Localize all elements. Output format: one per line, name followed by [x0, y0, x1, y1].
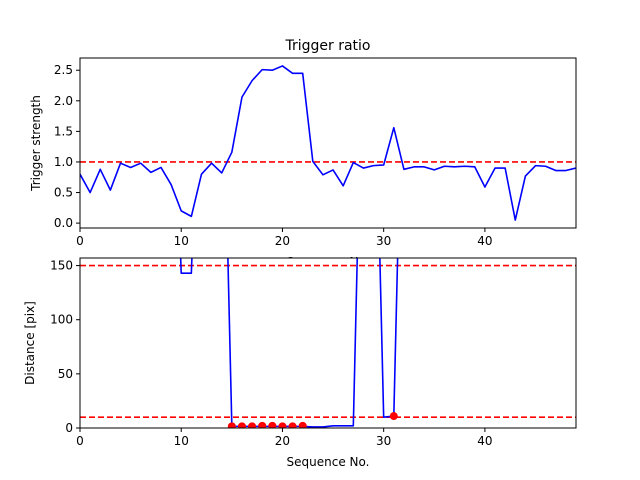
plot-area-bottom [80, 258, 576, 428]
data-point-marker [389, 412, 398, 421]
chart-title: Trigger ratio [284, 38, 370, 54]
x-tick-label-top: 10 [174, 234, 189, 248]
y-tick-label-bottom: 100 [50, 313, 73, 327]
axes-frame-top [79, 57, 577, 229]
x-tick-label-top: 0 [76, 234, 84, 248]
data-point-marker [298, 421, 307, 428]
y-tick-label-bottom: 150 [50, 259, 73, 273]
data-point-marker [248, 422, 257, 428]
y-tick-label-top: 1.0 [54, 155, 73, 169]
y-tick-label-top: 0.0 [54, 216, 73, 230]
y-tick-label-bottom: 0 [65, 421, 73, 435]
x-tick-label-bottom: 10 [174, 434, 189, 448]
series-line [179, 258, 399, 428]
data-point-marker [288, 422, 297, 428]
y-axis-label-bottom: Distance [pix] [23, 301, 37, 385]
x-tick-label-bottom: 0 [76, 434, 84, 448]
axes-frame-bottom [79, 257, 577, 429]
trigger-ratio-panel: Trigger ratio 0 10 20 30 40 0.0 0.5 1.0 1.5 2.0 2.… [29, 38, 577, 269]
y-tick-label-top: 0.5 [54, 186, 73, 200]
x-tick-label-bottom: 40 [477, 434, 492, 448]
x-tick-label-top: 30 [376, 234, 391, 248]
data-point-marker [268, 421, 277, 428]
y-tick-label-top: 2.5 [54, 63, 73, 77]
series-line [80, 65, 576, 221]
data-point-marker [237, 422, 246, 428]
x-tick-label-top: 20 [275, 234, 290, 248]
plot-area-top [80, 58, 576, 228]
x-tick-label-bottom: 20 [275, 434, 290, 448]
y-axis-label-top: Trigger strength [29, 95, 43, 192]
data-point-marker [278, 422, 287, 428]
x-tick-label-top: 40 [477, 234, 492, 248]
y-tick-label-bottom: 50 [58, 367, 73, 381]
data-point-marker [227, 422, 236, 428]
x-tick-label-bottom: 30 [376, 434, 391, 448]
x-axis-label-bottom: Sequence No. [287, 455, 370, 469]
distance-panel: 0 10 20 30 40 0 50 100 150 Sequence No. Distance… [23, 257, 577, 469]
data-point-marker [258, 421, 267, 428]
y-tick-label-top: 1.5 [54, 124, 73, 138]
y-tick-label-top: 2.0 [54, 94, 73, 108]
